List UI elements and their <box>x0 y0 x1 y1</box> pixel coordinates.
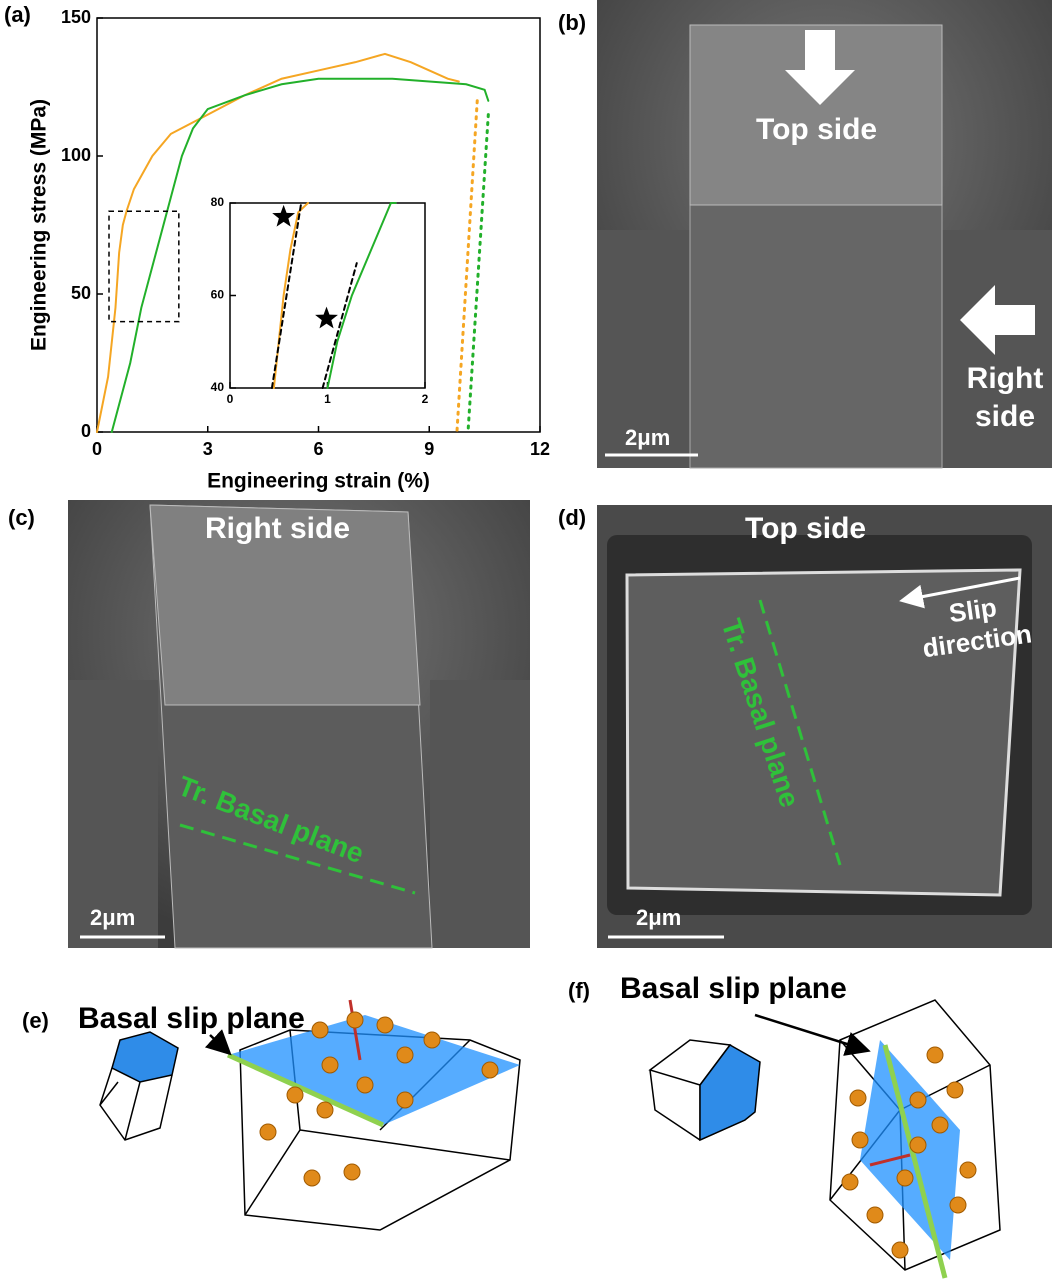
y-axis-label: Engineering stress (MPa) <box>28 99 51 351</box>
sem-image-c <box>68 500 530 948</box>
scale-bar-label: 2μm <box>625 425 670 451</box>
panel-title: Basal slip plane <box>620 972 847 1006</box>
crystal-f <box>650 1000 1000 1278</box>
figure-graphics: 036912050100150Engineering strain (%)Eng… <box>0 0 1052 1282</box>
x-tick-label: 2 <box>422 392 429 406</box>
panel-label: (a) <box>4 2 31 28</box>
y-tick-label: 50 <box>71 283 91 303</box>
plot-frame <box>230 203 425 388</box>
x-tick-label: 9 <box>424 439 434 459</box>
x-tick-label: 3 <box>203 439 213 459</box>
scale-bar-label: 2μm <box>90 905 135 931</box>
y-tick-label: 40 <box>211 380 225 394</box>
panel-label: (b) <box>558 10 586 36</box>
sem-image-d <box>597 505 1052 948</box>
annotation: Top side <box>745 512 866 546</box>
y-tick-label: 150 <box>61 7 91 27</box>
panel-title: Basal slip plane <box>78 1002 305 1036</box>
figure: 036912050100150Engineering strain (%)Eng… <box>0 0 1052 1282</box>
panel-label: (c) <box>8 505 35 531</box>
x-tick-label: 12 <box>530 439 550 459</box>
y-tick-label: 0 <box>81 421 91 441</box>
y-tick-label: 60 <box>211 288 225 302</box>
annotation: Right side <box>955 360 1052 436</box>
x-axis-label: Engineering strain (%) <box>207 470 430 493</box>
x-tick-label: 1 <box>324 392 331 406</box>
scale-bar-label: 2μm <box>636 905 681 931</box>
y-tick-label: 100 <box>61 145 91 165</box>
x-tick-label: 6 <box>313 439 323 459</box>
x-tick-label: 0 <box>227 392 234 406</box>
annotation: Right side <box>205 512 350 546</box>
panel-label: (d) <box>558 505 586 531</box>
panel-label: (f) <box>568 978 590 1004</box>
annotation: Top side <box>756 113 877 147</box>
y-tick-label: 80 <box>211 195 225 209</box>
x-tick-label: 0 <box>92 439 102 459</box>
panel-label: (e) <box>22 1008 49 1034</box>
